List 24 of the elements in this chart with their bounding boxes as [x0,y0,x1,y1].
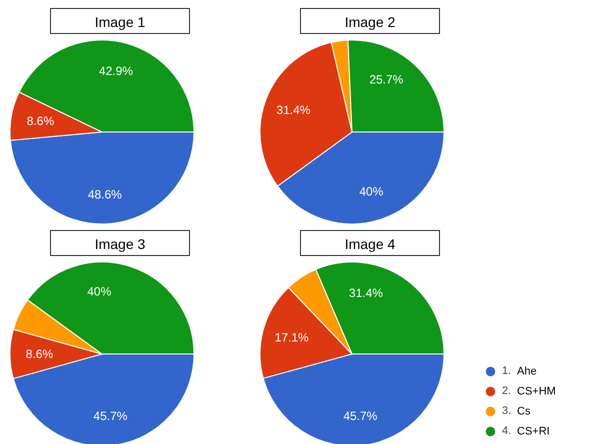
data-label: 42.9% [98,64,134,78]
chart-title: Image 3 [50,230,190,256]
text: 4. [502,425,512,437]
data-label: 45.7% [93,408,128,423]
chart-title: Image 2 [300,8,440,34]
legend-label: Cs [517,406,531,418]
data-label: 40% [87,284,112,298]
chart-title: Image 1 [50,8,190,34]
legend-label: CS+HM [517,386,556,398]
chart-title: Image 4 [300,230,440,256]
data-label: 48.6% [88,187,122,202]
legend-label: Ahe [517,366,537,378]
data-label: 8.6% [26,114,54,128]
legend-label: CS+RI [517,426,550,438]
data-label: 45.7% [343,409,378,423]
data-label: 25.7% [369,72,404,87]
text: 2. [502,385,512,397]
text: 1. [502,365,512,377]
data-label: 31.4% [276,103,311,118]
data-label: 8.6% [26,347,54,361]
data-label: 17.1% [274,330,310,344]
data-label: 40% [359,184,384,198]
data-label: 31.4% [348,286,384,300]
text: 3. [502,405,512,417]
